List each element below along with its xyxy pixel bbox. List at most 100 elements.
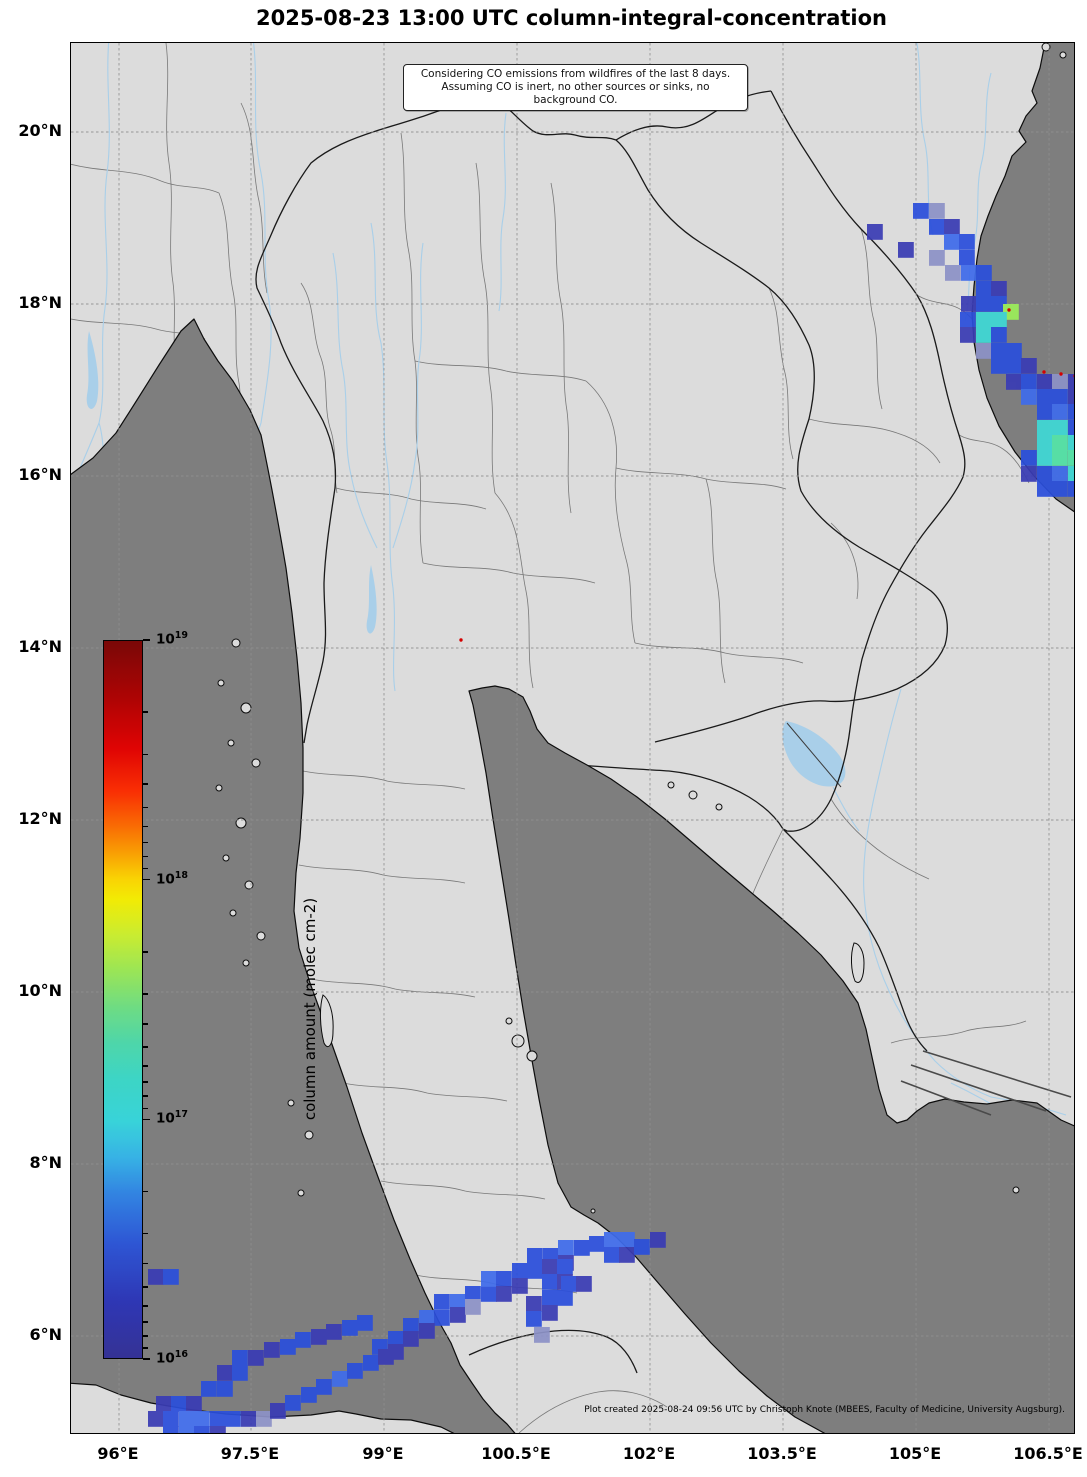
lake-crossing-line — [786, 722, 842, 788]
co-cell — [991, 296, 1007, 312]
phu-quoc-island — [851, 942, 865, 983]
co-cell — [1068, 374, 1074, 390]
co-cell — [248, 1350, 264, 1366]
co-cell — [481, 1271, 497, 1287]
colorbar-minor-tick — [143, 1321, 148, 1323]
co-cell — [1052, 466, 1068, 482]
co-cell — [991, 281, 1007, 297]
y-tick-label: 18°N — [18, 293, 62, 312]
co-cell — [991, 343, 1007, 359]
colorbar-minor-tick — [143, 783, 148, 786]
colorbar-minor-tick — [143, 1046, 148, 1048]
co-cell — [929, 203, 945, 219]
co-cell — [301, 1387, 317, 1403]
fire-dot — [1007, 308, 1011, 312]
co-cell — [280, 1339, 296, 1355]
colorbar-minor-tick — [143, 1232, 148, 1235]
co-cell — [898, 242, 914, 258]
x-tick-label: 105°E — [888, 1444, 942, 1463]
annotation-line-2: Assuming CO is inert, no other sources o… — [441, 81, 710, 107]
co-cell — [1021, 450, 1037, 466]
co-cell — [604, 1247, 620, 1263]
co-cell — [1006, 374, 1022, 390]
co-cell — [650, 1232, 666, 1248]
colorbar-minor-tick — [143, 1095, 148, 1097]
colorbar-minor-tick — [143, 753, 148, 756]
co-cell — [557, 1290, 573, 1306]
co-cell — [465, 1299, 481, 1315]
co-cell — [619, 1232, 635, 1248]
co-cell — [634, 1239, 650, 1255]
co-cell — [576, 1276, 592, 1292]
co-cell — [867, 224, 883, 240]
mekong-delta-channels — [900, 1050, 1072, 1116]
colorbar-minor-tick — [143, 1023, 148, 1025]
co-cell — [347, 1363, 363, 1379]
annotation-box: Considering CO emissions from wildfires … — [403, 64, 748, 112]
co-cell — [944, 234, 960, 250]
co-cell — [270, 1403, 286, 1419]
colorbar-minor-tick — [143, 841, 148, 844]
y-tick-label: 8°N — [29, 1153, 62, 1172]
fire-dot — [1042, 370, 1046, 374]
co-cell — [465, 1286, 481, 1302]
co-cell — [945, 265, 961, 281]
co-cell — [241, 1411, 257, 1427]
co-cell — [450, 1307, 466, 1323]
co-cell — [225, 1411, 241, 1427]
colorbar-minor-tick — [143, 1286, 148, 1288]
tonle-sap-lake — [782, 721, 846, 787]
co-cell — [976, 265, 992, 281]
co-cell — [171, 1396, 187, 1412]
colorbar-minor-tick — [143, 951, 148, 953]
colorbar-axis-label: column amount (molec cm-2) — [301, 897, 320, 1121]
y-tick-label: 20°N — [18, 121, 62, 140]
co-cell — [1052, 481, 1068, 497]
co-cell — [1052, 420, 1068, 436]
sea-gulf-of-thailand — [468, 685, 1074, 1433]
co-cell — [1052, 435, 1068, 451]
co-cell — [991, 358, 1007, 374]
colorbar: 1019 1018 1017 1016 column amount (molec cm… — [103, 630, 319, 1367]
colorbar-major-tick — [143, 1118, 150, 1121]
colorbar-minor-tick — [143, 1081, 148, 1083]
fire-dot — [1073, 374, 1074, 378]
y-tick-label: 16°N — [18, 465, 62, 484]
co-cell — [512, 1263, 528, 1279]
fire-location-dots — [459, 308, 1074, 642]
co-cell — [295, 1332, 311, 1348]
co-cell — [326, 1324, 342, 1340]
co-cell — [496, 1286, 512, 1302]
co-cell — [1021, 374, 1037, 390]
colorbar-gradient — [103, 640, 143, 1359]
colorbar-minor-tick — [143, 1334, 148, 1337]
co-cell — [512, 1278, 528, 1294]
islands — [215, 43, 1067, 1214]
colorbar-tick-label: 1018 — [156, 869, 189, 888]
x-tick-label: 102°E — [622, 1444, 676, 1463]
co-cell — [1021, 358, 1037, 374]
co-cell — [976, 327, 992, 343]
colorbar-minor-tick — [143, 867, 148, 870]
phuket-island — [320, 994, 334, 1047]
co-cell — [1037, 389, 1053, 405]
co-cell — [194, 1411, 210, 1427]
co-cell — [316, 1379, 332, 1395]
co-cell — [342, 1320, 358, 1336]
sea-andaman — [71, 318, 516, 1433]
co-cell — [363, 1355, 379, 1371]
co-cell — [163, 1269, 179, 1285]
co-cell — [944, 219, 960, 235]
plot-title: 2025-08-23 13:00 UTC column-integral-con… — [255, 6, 887, 30]
co-cell — [388, 1331, 404, 1347]
co-cell — [232, 1365, 248, 1381]
colorbar-minor-tick — [143, 1347, 148, 1349]
co-cell — [496, 1271, 512, 1287]
co-cell — [1052, 450, 1068, 466]
x-tick-label: 106.5°E — [1013, 1444, 1083, 1463]
co-cell — [1068, 481, 1074, 497]
co-cell — [1068, 389, 1074, 405]
co-cell — [186, 1396, 202, 1412]
co-cell — [1037, 481, 1053, 497]
co-cell — [527, 1248, 543, 1264]
